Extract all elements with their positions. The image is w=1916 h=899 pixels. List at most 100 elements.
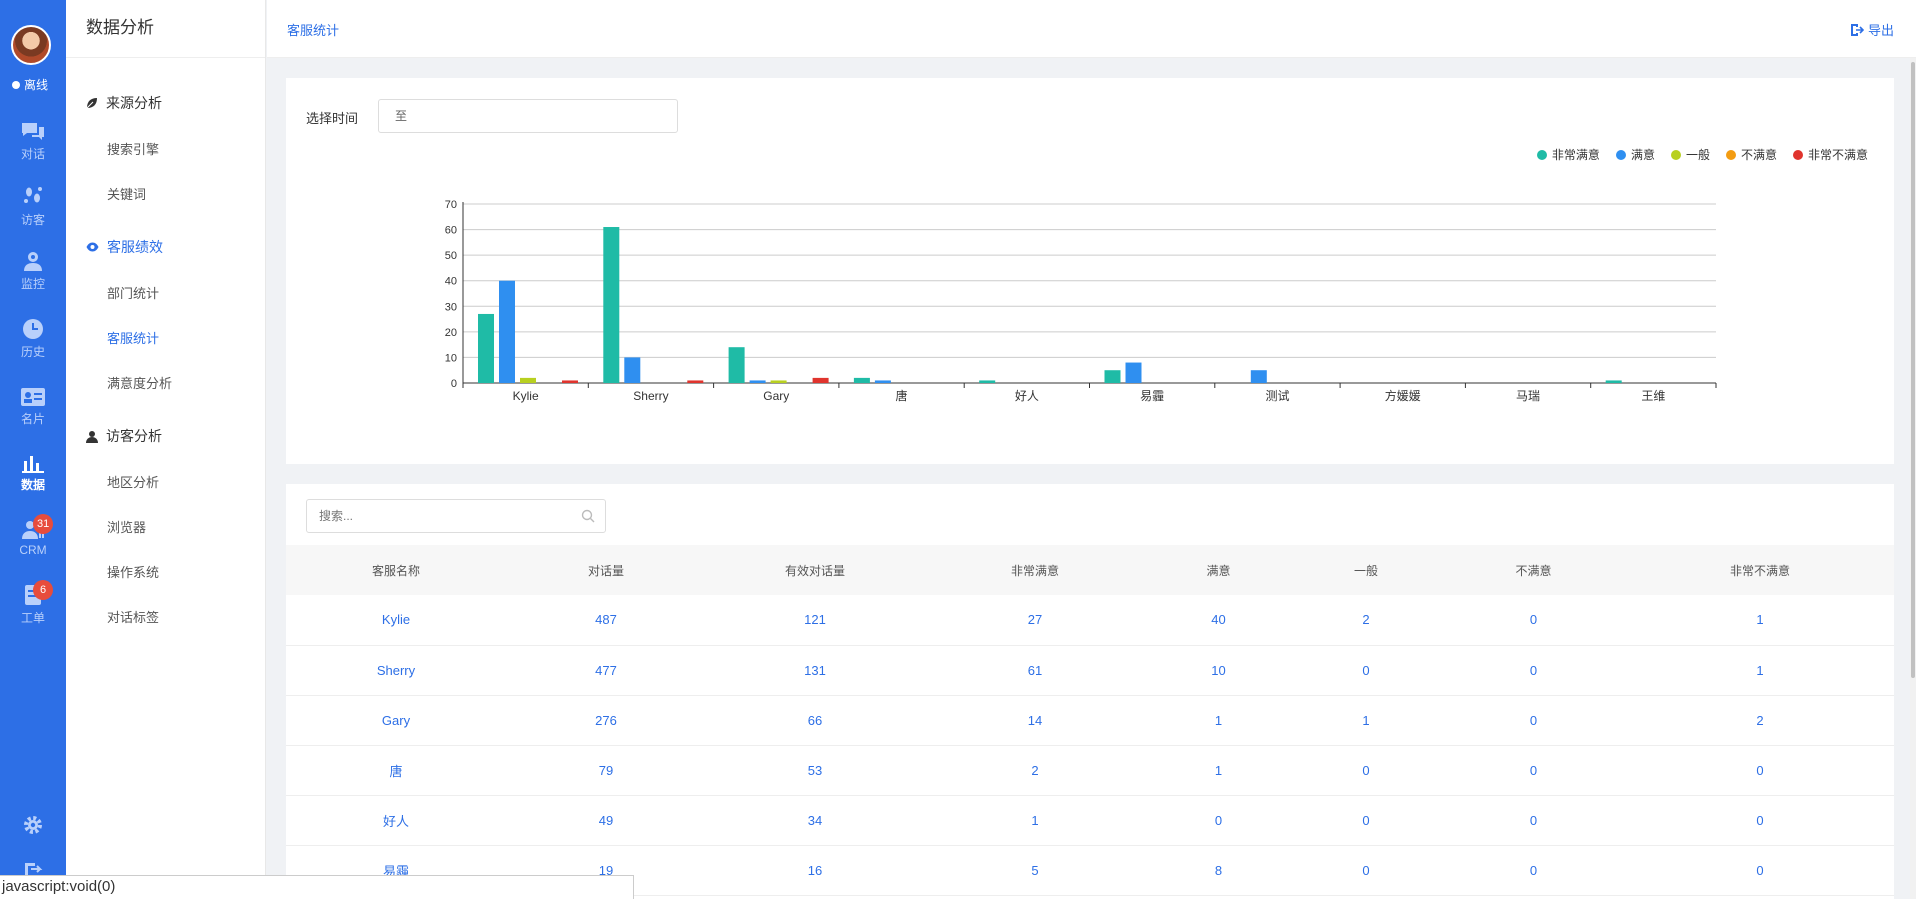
table-cell: 1 <box>1146 745 1291 796</box>
legend-item[interactable]: 非常不满意 <box>1792 146 1868 163</box>
chat-icon <box>22 123 44 140</box>
sidebar-link-keywords[interactable]: 关键词 <box>107 187 147 202</box>
legend-item[interactable]: 不满意 <box>1725 146 1777 163</box>
rail-item-monitor[interactable]: 监控 <box>0 250 66 292</box>
column-header[interactable]: 有效对话量 <box>706 545 924 595</box>
sidebar-group-performance[interactable]: 客服绩效 <box>86 237 163 257</box>
bar <box>812 377 829 383</box>
agent-name-cell[interactable]: Gary <box>286 695 506 746</box>
column-header[interactable]: 不满意 <box>1441 545 1626 595</box>
logout-icon <box>25 863 43 875</box>
table-row[interactable]: Kylie 487 121 27 40 2 0 1 <box>286 595 1894 646</box>
table-cell: 1 <box>924 795 1146 846</box>
table-cell: 0 <box>1626 845 1894 896</box>
breadcrumb: 客服统计 <box>287 23 340 38</box>
rail-item-data[interactable]: 数据 <box>0 453 66 493</box>
legend-label: 不满意 <box>1740 148 1777 162</box>
sidebar-link-satisfaction[interactable]: 满意度分析 <box>107 376 173 391</box>
legend-dot-icon <box>1670 149 1681 160</box>
x-tick-label: Sherry <box>633 389 668 403</box>
bar <box>728 347 745 383</box>
column-header[interactable]: 一般 <box>1291 545 1441 595</box>
column-header[interactable]: 客服名称 <box>286 545 506 595</box>
rail-item-history[interactable]: 历史 <box>0 318 66 360</box>
chart-legend: 非常满意 满意 一般 不满意 非常不满意 <box>1536 146 1868 163</box>
avatar[interactable] <box>11 25 51 65</box>
table-cell: 0 <box>1626 745 1894 796</box>
table-cell: 1 <box>1626 595 1894 646</box>
bar <box>687 380 704 383</box>
export-button[interactable]: 导出 <box>1850 20 1894 39</box>
rail-item-crm[interactable]: 31 CRM <box>0 514 66 557</box>
column-header[interactable]: 非常满意 <box>924 545 1146 595</box>
bar <box>749 380 766 383</box>
secondary-sidebar: 数据分析 来源分析 搜索引擎 关键词 客服绩效 部门统计 客服统计 满意度分析 … <box>66 0 266 899</box>
legend-item[interactable]: 非常满意 <box>1536 146 1600 163</box>
agent-name-cell[interactable]: Sherry <box>286 645 506 696</box>
sidebar-link-department-stats[interactable]: 部门统计 <box>107 286 160 301</box>
table-row[interactable]: 唐 79 53 2 1 0 0 0 <box>286 745 1894 796</box>
left-rail: 离线 对话 访客 监控 历史 名片 数据 31 CRM 6 工单 <box>0 0 66 899</box>
y-tick-label: 20 <box>445 327 457 339</box>
bar <box>1605 380 1622 383</box>
logout-button[interactable] <box>0 862 66 880</box>
online-status[interactable]: 离线 <box>12 76 48 93</box>
y-tick-label: 60 <box>445 225 457 237</box>
table-cell: 1 <box>1626 645 1894 696</box>
table-cell: 0 <box>1146 795 1291 846</box>
table-row[interactable]: 好人 49 34 1 0 0 0 0 <box>286 795 1894 846</box>
table-cell: 477 <box>506 645 706 696</box>
column-header[interactable]: 非常不满意 <box>1626 545 1894 595</box>
rail-item-chat[interactable]: 对话 <box>0 122 66 162</box>
sidebar-link-os[interactable]: 操作系统 <box>107 565 160 580</box>
bar <box>603 227 620 383</box>
rail-item-visitor[interactable]: 访客 <box>0 186 66 228</box>
sidebar-group-source[interactable]: 来源分析 <box>86 93 162 113</box>
search-input[interactable] <box>307 500 567 532</box>
table-cell: 487 <box>506 595 706 646</box>
legend-dot-icon <box>1536 149 1547 160</box>
sidebar-group-visitor[interactable]: 访客分析 <box>86 426 162 446</box>
x-tick-label: 易霾 <box>1140 389 1164 403</box>
bar <box>624 357 641 383</box>
sidebar-link-region[interactable]: 地区分析 <box>107 475 160 490</box>
legend-label: 满意 <box>1630 148 1655 162</box>
column-header[interactable]: 满意 <box>1146 545 1291 595</box>
bar <box>478 313 494 383</box>
sidebar-link-chat-tags[interactable]: 对话标签 <box>107 610 160 625</box>
clock-icon <box>23 319 43 339</box>
table-row[interactable]: Sherry 477 131 61 10 0 0 1 <box>286 645 1894 696</box>
legend-item[interactable]: 一般 <box>1670 146 1710 163</box>
scrollbar-thumb[interactable] <box>1911 62 1915 678</box>
rail-item-card[interactable]: 名片 <box>0 387 66 427</box>
column-header[interactable]: 对话量 <box>506 545 706 595</box>
table-cell: 2 <box>1291 595 1441 646</box>
table-cell: 66 <box>706 695 924 746</box>
table-cell: 0 <box>1291 795 1441 846</box>
table-cell: 16 <box>706 845 924 896</box>
sidebar-link-search-engine[interactable]: 搜索引擎 <box>107 142 160 157</box>
table-cell: 2 <box>1626 695 1894 746</box>
table-cell: 27 <box>924 595 1146 646</box>
sidebar-link-agent-stats[interactable]: 客服统计 <box>107 331 160 346</box>
bar <box>770 380 787 383</box>
sidebar-title: 数据分析 <box>66 0 265 58</box>
monitor-icon <box>24 252 42 271</box>
search-icon[interactable] <box>581 509 595 523</box>
rail-item-ticket[interactable]: 6 工单 <box>0 580 66 626</box>
y-tick-label: 30 <box>445 301 457 313</box>
legend-item[interactable]: 满意 <box>1615 146 1655 163</box>
settings-button[interactable] <box>0 814 66 841</box>
table-cell: 0 <box>1441 795 1626 846</box>
agent-name-cell[interactable]: 好人 <box>286 795 506 846</box>
agent-name-cell[interactable]: Kylie <box>286 595 506 646</box>
agent-name-cell[interactable]: 唐 <box>286 745 506 796</box>
satisfaction-bar-chart: 0 10 20 30 40 50 60 70 Kylie Sherry Gary 唐 好人 易霾 测试 方媛媛… <box>445 199 1717 403</box>
table-row[interactable]: Gary 276 66 14 1 1 0 2 <box>286 695 1894 746</box>
y-tick-label: 10 <box>445 352 457 364</box>
date-range-input[interactable]: 至 <box>378 99 678 133</box>
table-cell: 53 <box>706 745 924 796</box>
legend-label: 一般 <box>1685 148 1710 162</box>
table-cell: 49 <box>506 795 706 846</box>
sidebar-link-browser[interactable]: 浏览器 <box>107 520 147 535</box>
